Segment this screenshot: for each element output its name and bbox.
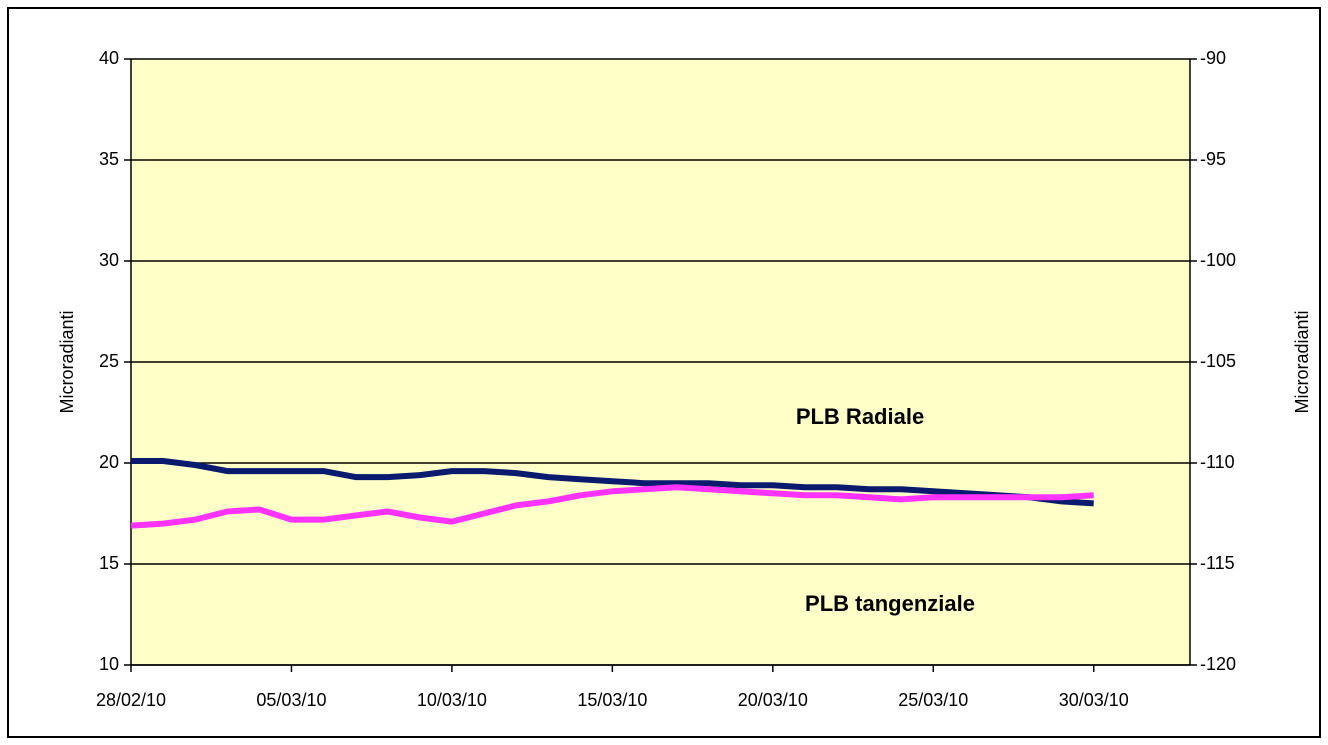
x-tick-label: 10/03/10 <box>417 690 487 710</box>
y-tick-label: 10 <box>99 654 119 674</box>
x-tick-label: 30/03/10 <box>1059 690 1129 710</box>
y2-tick-label: -115 <box>1200 553 1235 573</box>
y2-tick-label: -90 <box>1200 48 1226 68</box>
y-tick-label: 40 <box>99 48 119 68</box>
y-axis-label: Microradianti <box>57 310 77 413</box>
y-tick-label: 15 <box>99 553 119 573</box>
y2-tick-label: -105 <box>1200 351 1236 371</box>
series-line <box>130 484 1094 529</box>
y2-axis-label: Microradianti <box>1292 310 1312 413</box>
y2-tick-label: -110 <box>1200 452 1235 472</box>
y-tick-label: 30 <box>99 250 119 270</box>
y-tick-label: 25 <box>99 351 119 371</box>
y-tick-label: 20 <box>99 452 119 472</box>
x-tick-label: 05/03/10 <box>256 690 326 710</box>
series-line <box>131 458 1094 507</box>
x-tick-label: 20/03/10 <box>738 690 808 710</box>
x-tick-label: 15/03/10 <box>577 690 647 710</box>
y2-tick-label: -100 <box>1200 250 1236 270</box>
y2-tick-label: -120 <box>1200 654 1236 674</box>
series-annotation: PLB tangenziale <box>805 591 975 616</box>
x-tick-label: 28/02/10 <box>96 690 166 710</box>
y2-tick-label: -95 <box>1200 149 1226 169</box>
series-annotation: PLB Radiale <box>796 404 924 429</box>
x-tick-label: 25/03/10 <box>898 690 968 710</box>
y-tick-label: 35 <box>99 149 119 169</box>
